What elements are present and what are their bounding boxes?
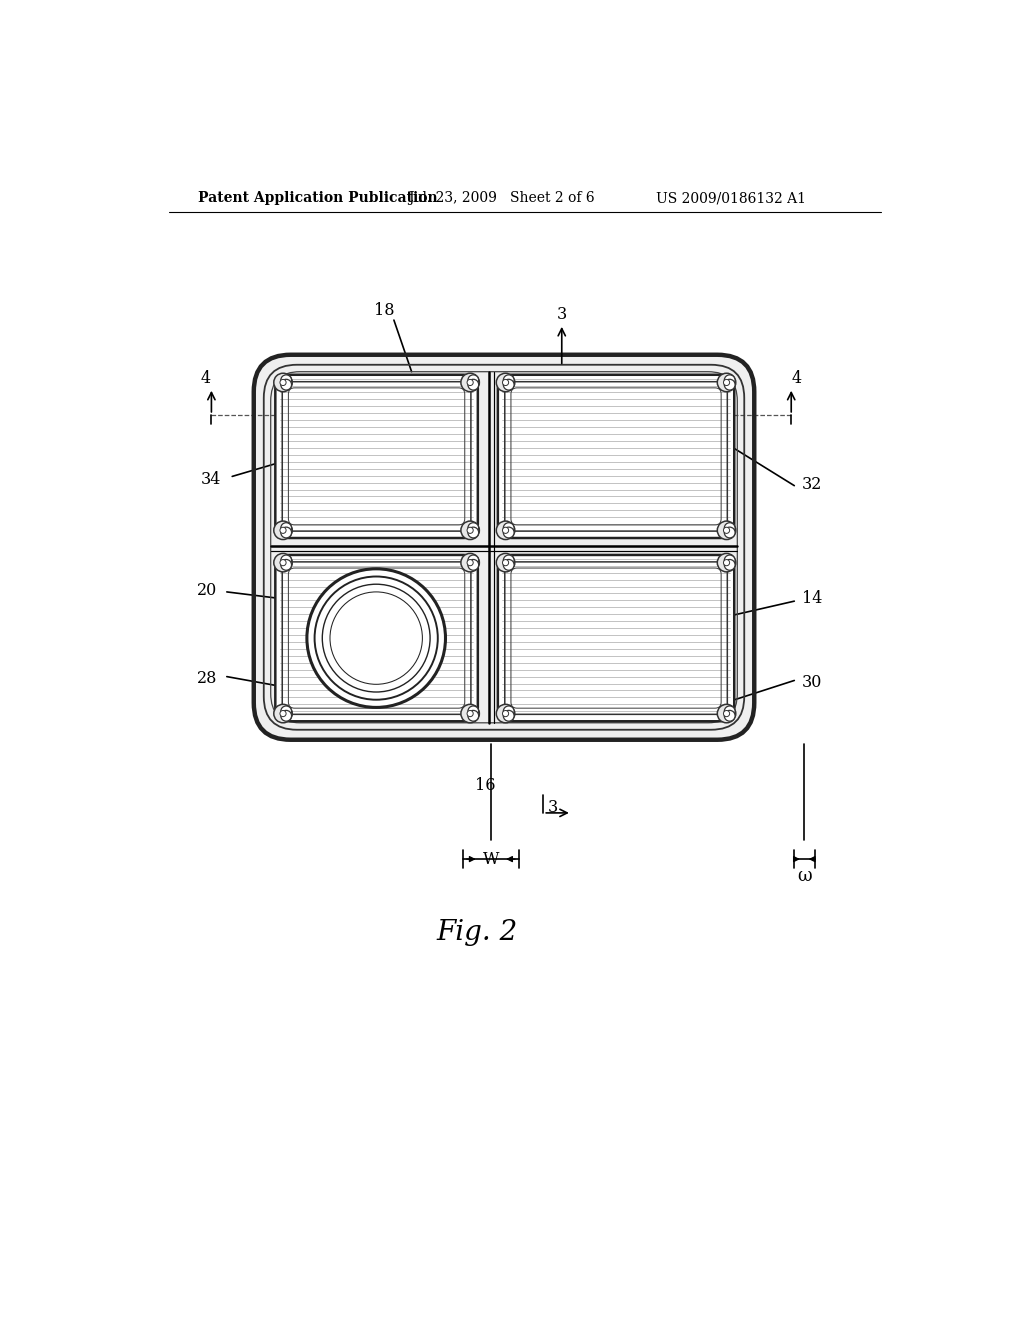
Circle shape [461, 374, 479, 392]
Text: 4: 4 [792, 370, 802, 387]
Circle shape [497, 374, 515, 392]
Text: US 2009/0186132 A1: US 2009/0186132 A1 [656, 191, 807, 206]
Circle shape [461, 553, 479, 572]
Text: 28: 28 [198, 669, 217, 686]
Circle shape [467, 379, 473, 385]
Circle shape [724, 710, 730, 717]
Circle shape [724, 560, 730, 566]
Circle shape [273, 705, 292, 723]
Circle shape [468, 554, 478, 566]
Circle shape [504, 554, 514, 566]
Text: 18: 18 [375, 302, 395, 319]
Circle shape [503, 379, 509, 385]
Circle shape [724, 560, 735, 570]
Circle shape [280, 710, 286, 717]
Circle shape [280, 379, 286, 385]
Circle shape [467, 710, 473, 717]
Circle shape [497, 521, 515, 540]
Circle shape [281, 554, 292, 566]
Circle shape [724, 523, 735, 533]
Circle shape [468, 560, 478, 570]
Circle shape [273, 374, 292, 392]
Text: 26: 26 [335, 634, 355, 651]
FancyBboxPatch shape [275, 554, 478, 721]
Circle shape [280, 560, 286, 566]
Text: 30: 30 [802, 675, 822, 692]
Circle shape [717, 521, 736, 540]
Text: 24: 24 [577, 568, 597, 585]
Circle shape [281, 560, 292, 570]
Text: 32: 32 [802, 475, 822, 492]
FancyBboxPatch shape [254, 355, 755, 739]
Circle shape [504, 375, 514, 385]
Text: Fig. 2: Fig. 2 [436, 919, 518, 945]
Text: 20: 20 [198, 582, 217, 599]
Circle shape [724, 379, 730, 385]
Circle shape [497, 705, 515, 723]
Circle shape [504, 560, 514, 570]
FancyBboxPatch shape [498, 554, 734, 721]
Text: W: W [482, 850, 499, 867]
Circle shape [468, 379, 478, 391]
Circle shape [724, 375, 735, 385]
Circle shape [503, 527, 509, 533]
Circle shape [504, 527, 514, 539]
Text: Patent Application Publication: Patent Application Publication [199, 191, 438, 206]
Circle shape [281, 527, 292, 539]
Circle shape [461, 705, 479, 723]
Circle shape [503, 560, 509, 566]
Circle shape [468, 710, 478, 721]
Circle shape [724, 706, 735, 717]
Circle shape [281, 710, 292, 721]
Circle shape [280, 527, 286, 533]
Circle shape [724, 527, 730, 533]
Circle shape [724, 554, 735, 566]
Circle shape [504, 706, 514, 717]
Circle shape [468, 706, 478, 717]
Circle shape [724, 527, 735, 539]
Circle shape [724, 379, 735, 391]
Circle shape [497, 553, 515, 572]
Circle shape [273, 521, 292, 540]
Text: ω: ω [797, 867, 812, 884]
Text: 4: 4 [201, 370, 211, 387]
Text: 22: 22 [524, 568, 545, 585]
Circle shape [468, 375, 478, 385]
Circle shape [461, 521, 479, 540]
FancyBboxPatch shape [275, 375, 478, 539]
Circle shape [273, 553, 292, 572]
Text: 16: 16 [474, 777, 495, 795]
Circle shape [717, 705, 736, 723]
Circle shape [504, 710, 514, 721]
Circle shape [717, 374, 736, 392]
Text: 14: 14 [802, 590, 822, 607]
Text: Jul. 23, 2009   Sheet 2 of 6: Jul. 23, 2009 Sheet 2 of 6 [408, 191, 594, 206]
Circle shape [504, 523, 514, 533]
Text: 34: 34 [201, 471, 221, 488]
Circle shape [307, 569, 445, 708]
FancyBboxPatch shape [498, 375, 734, 539]
Circle shape [281, 706, 292, 717]
Text: 3: 3 [548, 799, 558, 816]
Circle shape [468, 523, 478, 533]
Circle shape [504, 379, 514, 391]
Circle shape [503, 710, 509, 717]
Circle shape [467, 560, 473, 566]
Circle shape [281, 523, 292, 533]
Circle shape [724, 710, 735, 721]
Text: 3: 3 [557, 306, 567, 323]
Circle shape [281, 379, 292, 391]
Circle shape [468, 527, 478, 539]
Circle shape [281, 375, 292, 385]
Circle shape [717, 553, 736, 572]
Circle shape [467, 527, 473, 533]
